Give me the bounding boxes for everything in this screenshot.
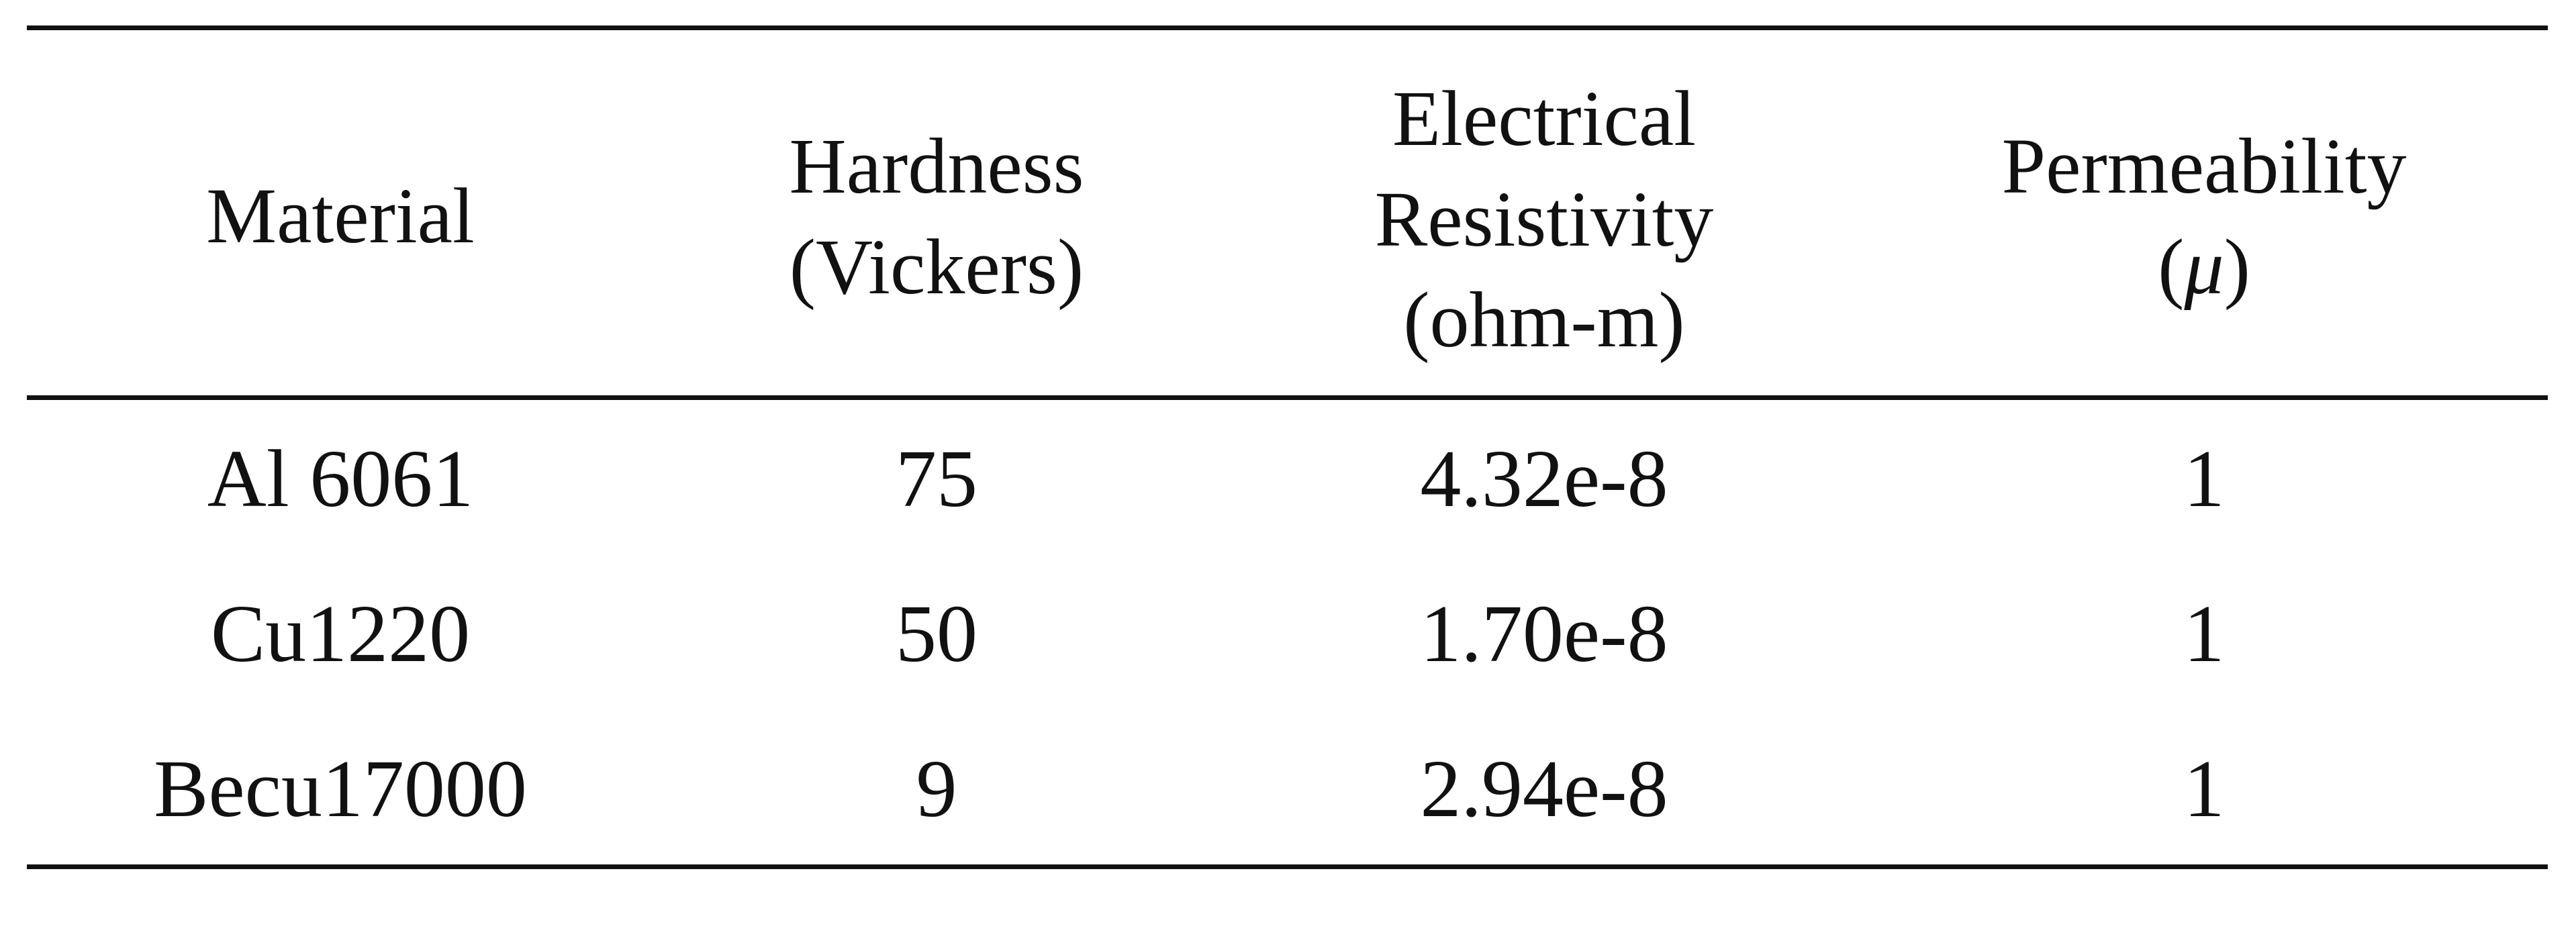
table-cell-resistivity: 4.32e-8 <box>1420 434 1668 524</box>
table-cell-material: Cu1220 <box>210 589 471 679</box>
header-electrical-resistivity: Electrical Resistivity (ohm-m) <box>1374 74 1714 364</box>
table-cell-hardness: 75 <box>896 434 977 524</box>
table-bottom-rule <box>27 864 2548 869</box>
table-cell-material: Al 6061 <box>207 434 474 524</box>
table-cell-hardness: 50 <box>896 589 977 679</box>
mu-symbol: μ <box>2184 223 2224 311</box>
table-top-rule <box>27 26 2548 30</box>
table-cell-resistivity: 1.70e-8 <box>1420 589 1668 679</box>
table-cell-hardness: 9 <box>916 744 957 834</box>
header-permeability: Permeability (μ) <box>2001 122 2407 311</box>
table-cell-permeability: 1 <box>2183 744 2225 834</box>
table-header-rule <box>27 395 2548 400</box>
header-hardness: Hardness (Vickers) <box>789 122 1084 311</box>
table-cell-resistivity: 2.94e-8 <box>1420 744 1668 834</box>
table-cell-permeability: 1 <box>2183 589 2225 679</box>
table-cell-material: Becu17000 <box>154 744 527 834</box>
table-cell-permeability: 1 <box>2183 434 2225 524</box>
header-material: Material <box>206 172 475 260</box>
